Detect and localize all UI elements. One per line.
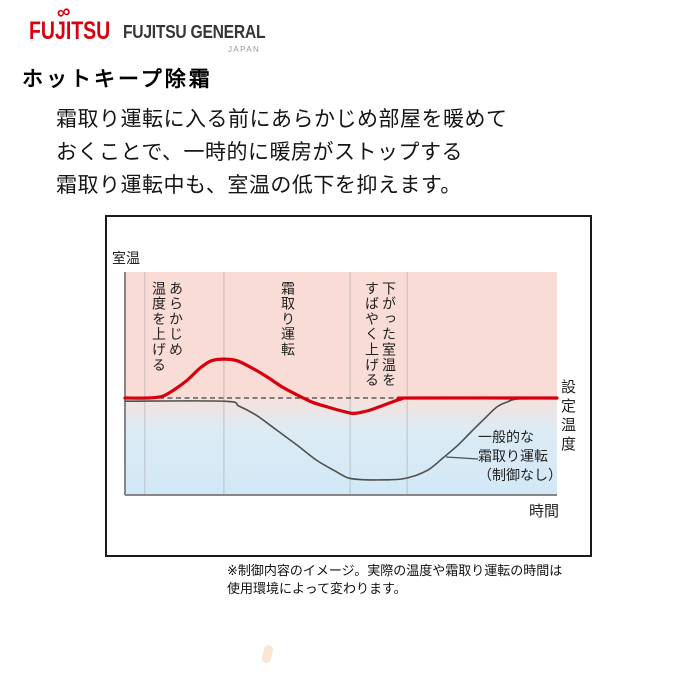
y-axis-label: 室温	[112, 250, 140, 266]
defrost-chart-panel: 室温 あらかじめ 温度を上げる 霜取り運転 下がった室温を すばやく上げる 設定…	[105, 215, 592, 557]
logo-japan-label: JAPAN	[228, 45, 261, 54]
footnote: ※制御内容のイメージ。実際の温度や霜取り運転の時間は 使用環境によって変わります…	[227, 563, 563, 596]
x-axis-label: 時間	[528, 503, 559, 520]
set-temp-label: 設定 温度	[561, 379, 577, 453]
watermark-artifact	[260, 644, 275, 664]
page-title: ホットキープ除霜	[22, 66, 213, 91]
below-set-temp-region	[125, 398, 557, 495]
fujitsu-general-logo-text: FUJITSU GENERAL	[123, 22, 266, 42]
fujitsu-logo-text: FUJITSU	[29, 17, 111, 45]
phase-label-defrost: 霜取り運転	[280, 281, 296, 358]
legend-pointer-line	[445, 456, 479, 460]
legend-normal-defrost: 一般的な 霜取り運転 （制御なし）	[478, 429, 562, 483]
phase-label-preheat: あらかじめ 温度を上げる	[151, 281, 184, 373]
normal-defrost-line	[124, 397, 558, 481]
defrost-chart-svg	[123, 272, 559, 496]
hotkeep-defrost-line	[123, 357, 559, 415]
phase-gridlines-group	[144, 272, 408, 495]
phase-label-recover: 下がった室温を すばやく上げる	[364, 281, 397, 389]
above-set-temp-region	[125, 272, 557, 398]
intro-paragraph: 霜取り運転に入る前にあらかじめ部屋を暖めて おくことで、一時的に暖房がストップす…	[56, 108, 508, 197]
